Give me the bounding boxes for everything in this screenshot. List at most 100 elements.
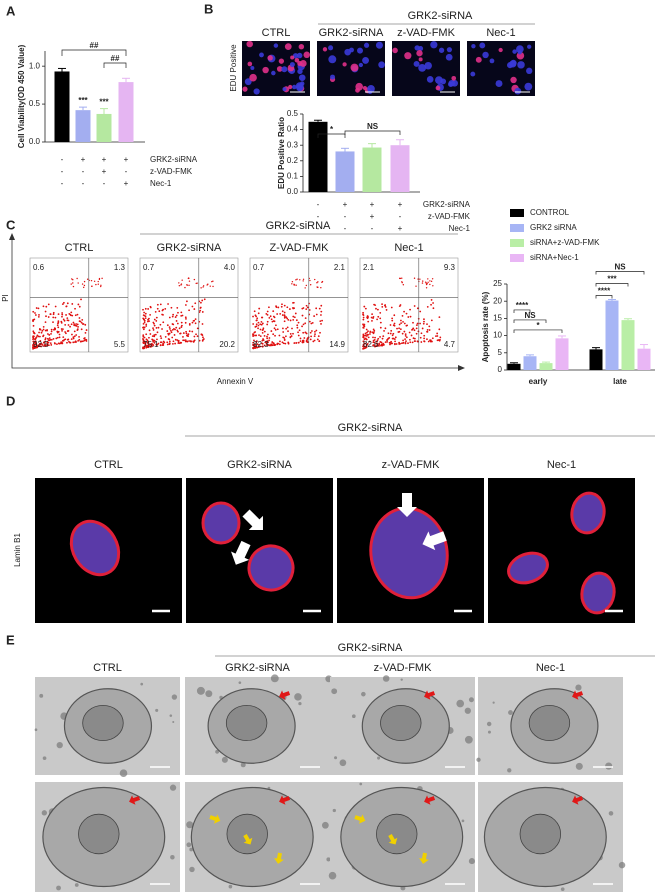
event bbox=[313, 335, 316, 338]
event bbox=[392, 332, 395, 335]
event bbox=[389, 343, 391, 346]
event bbox=[321, 319, 323, 322]
event bbox=[149, 305, 152, 308]
cell-nucleus bbox=[528, 704, 571, 742]
event bbox=[415, 324, 418, 327]
event bbox=[83, 286, 85, 289]
event bbox=[383, 344, 385, 346]
event bbox=[381, 306, 384, 308]
debris bbox=[618, 861, 626, 869]
event bbox=[37, 315, 40, 318]
event bbox=[154, 333, 157, 336]
event bbox=[369, 333, 371, 335]
event bbox=[149, 343, 152, 346]
event bbox=[81, 318, 84, 321]
event bbox=[368, 340, 371, 343]
event bbox=[394, 336, 397, 339]
bar bbox=[621, 320, 635, 370]
event bbox=[293, 342, 296, 344]
event bbox=[77, 325, 79, 328]
event bbox=[401, 314, 404, 317]
event bbox=[177, 311, 179, 314]
event bbox=[266, 313, 269, 316]
event bbox=[212, 280, 214, 282]
event bbox=[252, 323, 255, 325]
event bbox=[72, 285, 75, 288]
event bbox=[426, 323, 428, 326]
event bbox=[44, 338, 47, 341]
event bbox=[286, 326, 289, 329]
nucleus bbox=[524, 82, 533, 91]
event bbox=[175, 320, 178, 322]
event bbox=[193, 335, 196, 338]
significance-bracket bbox=[595, 271, 645, 275]
event bbox=[152, 327, 154, 330]
debris bbox=[221, 756, 228, 763]
event bbox=[311, 321, 314, 324]
nucleus bbox=[418, 63, 427, 72]
event bbox=[364, 307, 367, 310]
event bbox=[296, 278, 298, 280]
nucleus bbox=[69, 519, 121, 577]
event bbox=[302, 280, 304, 282]
event bbox=[389, 332, 392, 335]
nucleus bbox=[322, 47, 328, 52]
debris bbox=[464, 735, 473, 744]
event bbox=[427, 281, 429, 283]
event bbox=[420, 332, 423, 335]
event bbox=[188, 340, 191, 342]
significance-label: ## bbox=[90, 41, 99, 50]
event bbox=[419, 278, 421, 280]
event bbox=[395, 343, 398, 345]
nucleus bbox=[349, 47, 354, 53]
event bbox=[373, 345, 376, 348]
debris bbox=[507, 768, 512, 773]
event bbox=[415, 327, 418, 330]
event bbox=[153, 335, 156, 338]
event bbox=[301, 325, 303, 328]
event bbox=[171, 315, 174, 318]
event bbox=[299, 340, 302, 343]
event bbox=[282, 342, 285, 345]
event bbox=[398, 327, 400, 330]
event bbox=[297, 331, 299, 334]
event bbox=[201, 323, 204, 325]
nucleus bbox=[495, 80, 503, 88]
treatment-sign: - bbox=[103, 179, 106, 188]
event bbox=[376, 339, 379, 342]
column-label: CTRL bbox=[262, 27, 291, 39]
event bbox=[32, 340, 35, 343]
event bbox=[166, 341, 169, 344]
event bbox=[266, 323, 269, 326]
event bbox=[431, 337, 434, 340]
event bbox=[305, 308, 308, 311]
event bbox=[143, 318, 146, 321]
event bbox=[142, 322, 145, 325]
arrow bbox=[243, 834, 253, 845]
event bbox=[168, 340, 171, 343]
event bbox=[56, 336, 59, 339]
event bbox=[302, 331, 305, 334]
event bbox=[384, 327, 387, 330]
y-tick-label: 0.1 bbox=[287, 172, 299, 181]
event bbox=[142, 338, 145, 341]
event bbox=[32, 338, 34, 341]
event bbox=[188, 330, 191, 333]
event bbox=[180, 324, 183, 327]
event bbox=[309, 279, 311, 282]
debris bbox=[169, 784, 177, 791]
treatment-sign: + bbox=[398, 200, 403, 209]
event bbox=[362, 316, 365, 319]
nucleus bbox=[375, 41, 383, 49]
event bbox=[146, 344, 148, 347]
event bbox=[193, 319, 196, 322]
debris bbox=[34, 728, 38, 732]
event bbox=[194, 318, 197, 321]
event bbox=[70, 323, 73, 326]
significance-bracket bbox=[595, 295, 613, 299]
event bbox=[34, 337, 37, 340]
quadrant-value: 0.7 bbox=[253, 263, 265, 272]
event bbox=[145, 338, 148, 341]
panel-letter: B bbox=[204, 1, 213, 16]
event bbox=[75, 334, 78, 336]
